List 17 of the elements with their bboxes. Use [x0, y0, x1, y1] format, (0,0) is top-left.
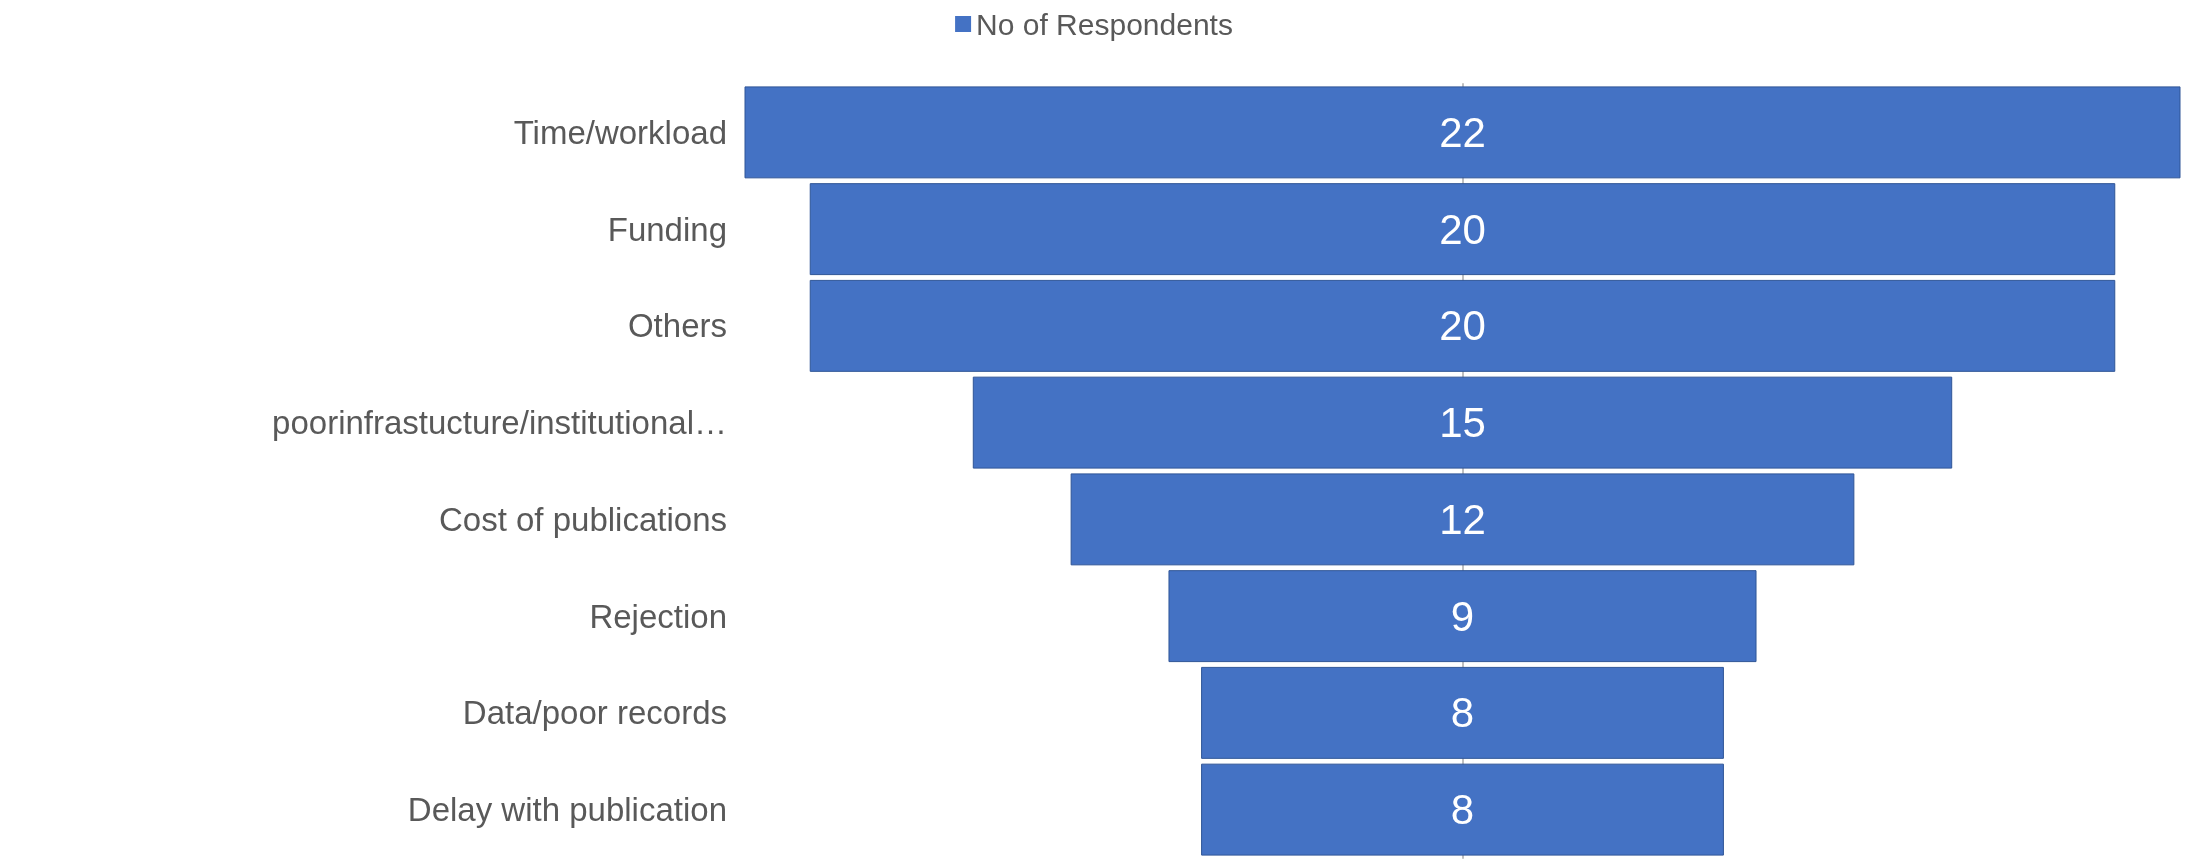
data-label: 15 [1439, 399, 1486, 447]
data-label: 20 [1439, 302, 1486, 350]
data-label: 12 [1439, 495, 1486, 543]
data-label: 8 [1450, 786, 1475, 834]
data-label: 20 [1439, 205, 1486, 253]
category-label: poorinfrastucture/institutional… [272, 404, 727, 442]
category-label: Time/workload [513, 113, 727, 151]
legend-label: No of Respondents [976, 7, 1233, 41]
category-label: Cost of publications [439, 500, 727, 538]
category-label: Rejection [589, 597, 727, 635]
data-label: 22 [1439, 108, 1486, 156]
category-label: Data/poor records [462, 694, 727, 732]
category-label: Funding [607, 210, 727, 248]
data-label: 9 [1450, 592, 1475, 640]
category-label: Others [627, 307, 727, 345]
data-label: 8 [1450, 689, 1475, 737]
category-label: Delay with publication [407, 791, 727, 829]
